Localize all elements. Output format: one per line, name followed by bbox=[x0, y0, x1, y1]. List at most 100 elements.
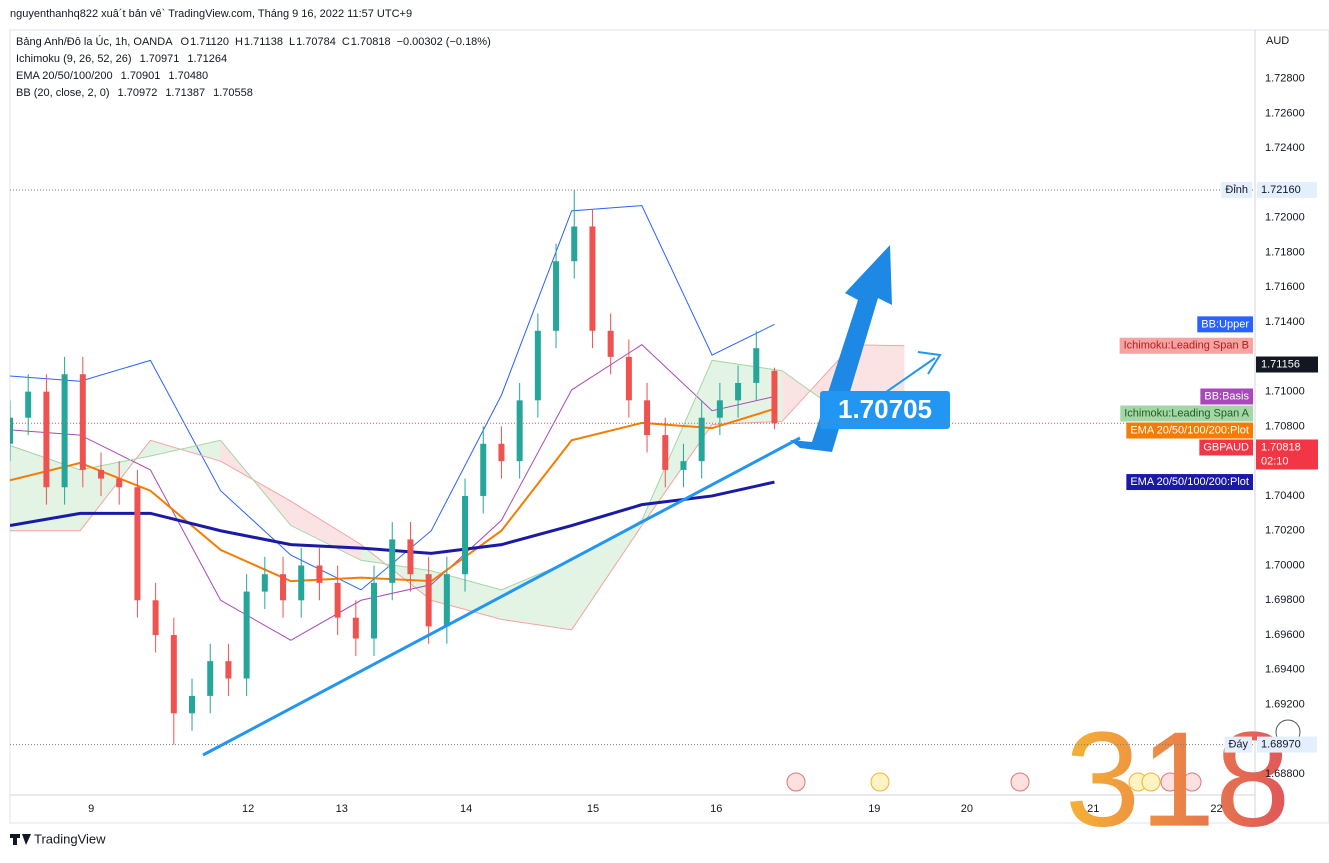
y-tick-label: 1.70800 bbox=[1265, 420, 1305, 432]
ichimoku-cloud bbox=[290, 501, 362, 561]
extreme-price: 1.68970 bbox=[1261, 738, 1301, 750]
extreme-price-bg bbox=[1257, 736, 1317, 753]
symbol: Bảng Anh/Đô la Úc, 1h, OANDA bbox=[16, 35, 173, 48]
ohlc-key: C bbox=[342, 36, 350, 48]
tv-logo-icon bbox=[10, 834, 31, 845]
x-tick-label: 13 bbox=[336, 803, 348, 815]
extreme-name-bg bbox=[1224, 736, 1252, 753]
y-tick-label: 1.69400 bbox=[1265, 664, 1305, 676]
candle-body bbox=[43, 391, 50, 488]
series-badge: EMA 20/50/100/200:Plot bbox=[1130, 476, 1249, 488]
candle-body bbox=[553, 261, 560, 331]
candle-body bbox=[644, 400, 651, 436]
candle-body bbox=[516, 400, 523, 462]
indicator-value: 1.70971 bbox=[140, 53, 180, 65]
extreme-price-bg bbox=[1257, 181, 1317, 198]
y-tick-label: 1.71400 bbox=[1265, 316, 1305, 328]
indicator-value: 1.71387 bbox=[165, 87, 205, 99]
candle-body bbox=[462, 495, 469, 575]
price-badge-bg bbox=[1256, 356, 1318, 373]
y-tick-label: 1.69200 bbox=[1265, 698, 1305, 710]
flag-icon bbox=[1141, 772, 1161, 792]
ichimoku-cloud bbox=[150, 440, 221, 462]
candle-body bbox=[389, 539, 396, 583]
flag-icon bbox=[786, 772, 806, 792]
candle-body bbox=[189, 695, 196, 714]
candle-body bbox=[10, 417, 13, 444]
last-price-bg bbox=[1256, 439, 1318, 470]
trend-line bbox=[202, 436, 801, 757]
symbol-badge: GBPAUD bbox=[1203, 441, 1249, 453]
indicator-name: BB (20, close, 2, 0) bbox=[16, 87, 110, 99]
candle-body bbox=[425, 574, 432, 627]
candle-body bbox=[79, 374, 86, 470]
x-tick-label: 16 bbox=[710, 803, 722, 815]
indicator-value: 1.70558 bbox=[213, 87, 253, 99]
candle-body bbox=[98, 469, 105, 479]
ohlc-value: 1.70784 bbox=[296, 36, 336, 48]
symbol-badge-bg bbox=[1199, 439, 1253, 456]
indicator-line bbox=[10, 359, 905, 591]
flag-icon bbox=[1182, 772, 1202, 792]
candle-body bbox=[407, 539, 414, 575]
price-badge: 1.71156 bbox=[1261, 358, 1300, 370]
big-arrow bbox=[790, 245, 892, 452]
candle-body bbox=[261, 574, 268, 592]
y-tick-label: 1.71800 bbox=[1265, 246, 1305, 258]
x-tick-label: 9 bbox=[88, 803, 94, 815]
y-tick-label: 1.71000 bbox=[1265, 386, 1305, 398]
extreme-name: Đáy bbox=[1228, 738, 1248, 750]
flag-icon bbox=[1160, 772, 1180, 792]
y-tick-label: 1.69600 bbox=[1265, 629, 1305, 641]
ichimoku-cloud bbox=[501, 560, 572, 630]
extreme-name: Đỉnh bbox=[1225, 184, 1248, 196]
candle-body bbox=[371, 582, 378, 639]
x-tick-label: 20 bbox=[961, 803, 973, 815]
drawings: 1.70705 bbox=[202, 245, 950, 757]
series-badge: BB:Basis bbox=[1204, 390, 1249, 402]
series-badge-bg bbox=[1126, 474, 1253, 491]
extreme-name-bg bbox=[1221, 181, 1252, 198]
candle-body bbox=[352, 617, 359, 639]
candle-body bbox=[534, 330, 541, 401]
candle-body bbox=[134, 487, 141, 601]
series-badge-bg bbox=[1200, 388, 1253, 405]
indicator-line bbox=[10, 344, 905, 631]
y-tick-label: 1.70200 bbox=[1265, 525, 1305, 537]
x-tick-label: 21 bbox=[1087, 803, 1099, 815]
candle-body bbox=[116, 478, 123, 488]
x-tick-label: 15 bbox=[587, 803, 599, 815]
y-tick-label: 1.68800 bbox=[1265, 768, 1305, 780]
series-badge: Ichimoku:Leading Span A bbox=[1124, 407, 1249, 419]
annotation-text: 1.70705 bbox=[838, 394, 932, 424]
countdown: 02:10 bbox=[1261, 455, 1289, 467]
ichimoku-cloud bbox=[571, 520, 642, 630]
y-tick-label: 1.70400 bbox=[1265, 490, 1305, 502]
series-badge-bg bbox=[1197, 316, 1253, 333]
plot-area bbox=[10, 189, 905, 745]
ohlc-value: 1.71138 bbox=[244, 36, 283, 48]
candle-body bbox=[152, 600, 159, 636]
candle-body bbox=[680, 461, 687, 470]
series-badge: EMA 20/50/100/200:Plot bbox=[1130, 424, 1249, 436]
published-info: nguyenthanhq822 xuâ´t bản vê` TradingVie… bbox=[10, 8, 412, 20]
series-badge-bg bbox=[1120, 405, 1253, 422]
change: −0.00302 (−0.18%) bbox=[397, 36, 491, 48]
x-tick-label: 12 bbox=[242, 803, 254, 815]
candle-body bbox=[170, 635, 177, 714]
indicator-value: 1.70972 bbox=[118, 87, 158, 99]
watermark: 318 bbox=[1065, 704, 1290, 855]
candle-body bbox=[443, 574, 450, 627]
candle-body bbox=[698, 417, 705, 462]
candle-body bbox=[625, 356, 632, 401]
candle-body bbox=[589, 226, 596, 331]
candle-body bbox=[243, 591, 250, 679]
ohlc-key: L bbox=[289, 36, 295, 48]
ichimoku-cloud bbox=[641, 360, 713, 526]
indicator-value: 1.71264 bbox=[187, 53, 227, 65]
candle-body bbox=[771, 370, 778, 424]
candle-body bbox=[316, 565, 323, 583]
candle-body bbox=[298, 565, 305, 601]
candle-body bbox=[280, 574, 287, 601]
